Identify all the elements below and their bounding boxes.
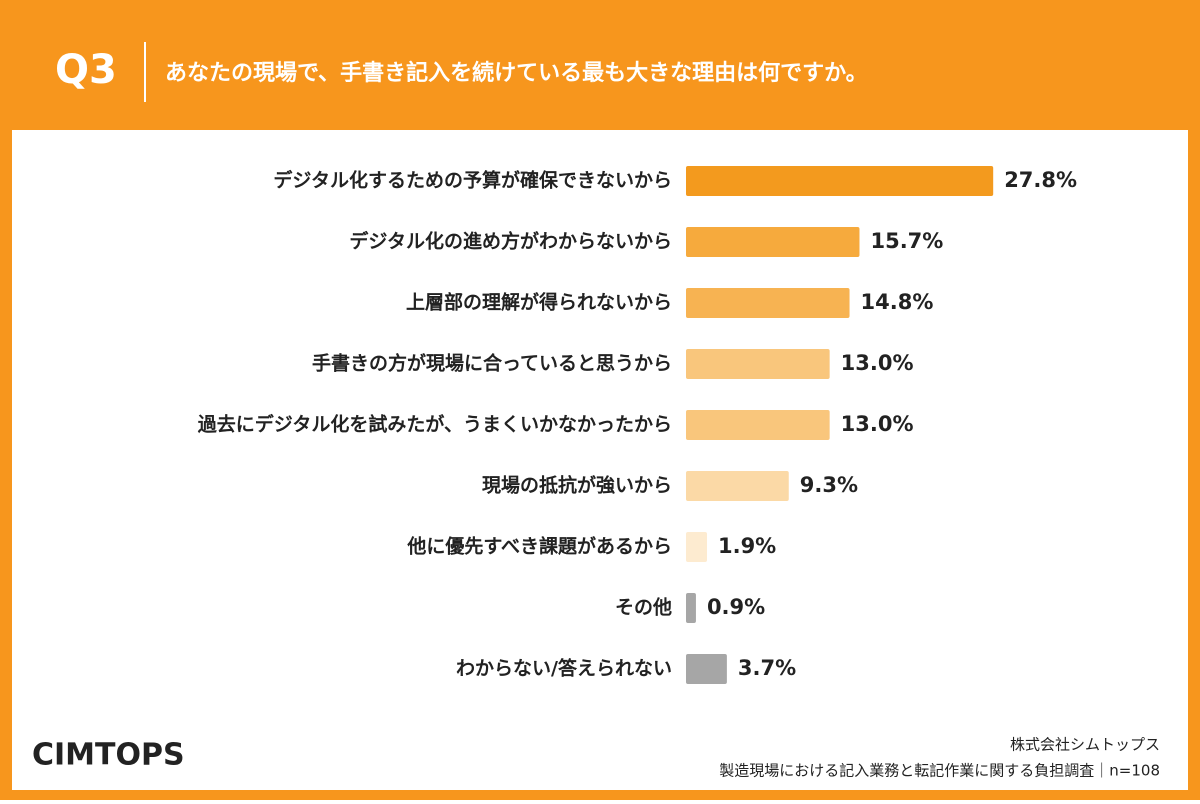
category-label: デジタル化の進め方がわからないから: [349, 230, 672, 253]
bar: [686, 654, 727, 684]
value-label: 15.7%: [870, 229, 943, 253]
question-label: Q3: [55, 47, 117, 93]
logo: CIMTOPS: [32, 738, 185, 773]
value-label: 0.9%: [707, 595, 765, 619]
value-label: 1.9%: [718, 534, 776, 558]
value-label: 13.0%: [841, 412, 914, 436]
panel: [12, 130, 1188, 790]
source: 製造現場における記入業務と転記作業に関する負担調査｜n=108: [719, 762, 1160, 780]
value-label: 9.3%: [800, 473, 858, 497]
category-label: 上層部の理解が得られないから: [406, 291, 672, 314]
bar: [686, 471, 789, 501]
category-label: 手書きの方が現場に合っていると思うから: [312, 352, 672, 375]
value-label: 3.7%: [738, 656, 796, 680]
chart-title: あなたの現場で、手書き記入を続けている最も大きな理由は何ですか。: [165, 60, 868, 86]
bar: [686, 349, 830, 379]
company: 株式会社シムトップス: [1010, 736, 1160, 754]
category-label: 他に優先すべき課題があるから: [406, 535, 672, 558]
category-label: デジタル化するための予算が確保できないから: [273, 169, 672, 192]
bar: [686, 227, 860, 257]
value-label: 27.8%: [1004, 168, 1077, 192]
value-label: 14.8%: [861, 290, 934, 314]
category-label: わからない/答えられない: [456, 657, 672, 680]
bar: [686, 532, 707, 562]
category-label: 現場の抵抗が強いから: [482, 474, 672, 497]
bar: [686, 288, 850, 318]
category-label: 過去にデジタル化を試みたが、うまくいかなかったから: [198, 413, 672, 436]
category-label: その他: [615, 596, 672, 619]
value-label: 13.0%: [841, 351, 914, 375]
bar: [686, 593, 696, 623]
bar: [686, 410, 830, 440]
bar: [686, 166, 994, 196]
